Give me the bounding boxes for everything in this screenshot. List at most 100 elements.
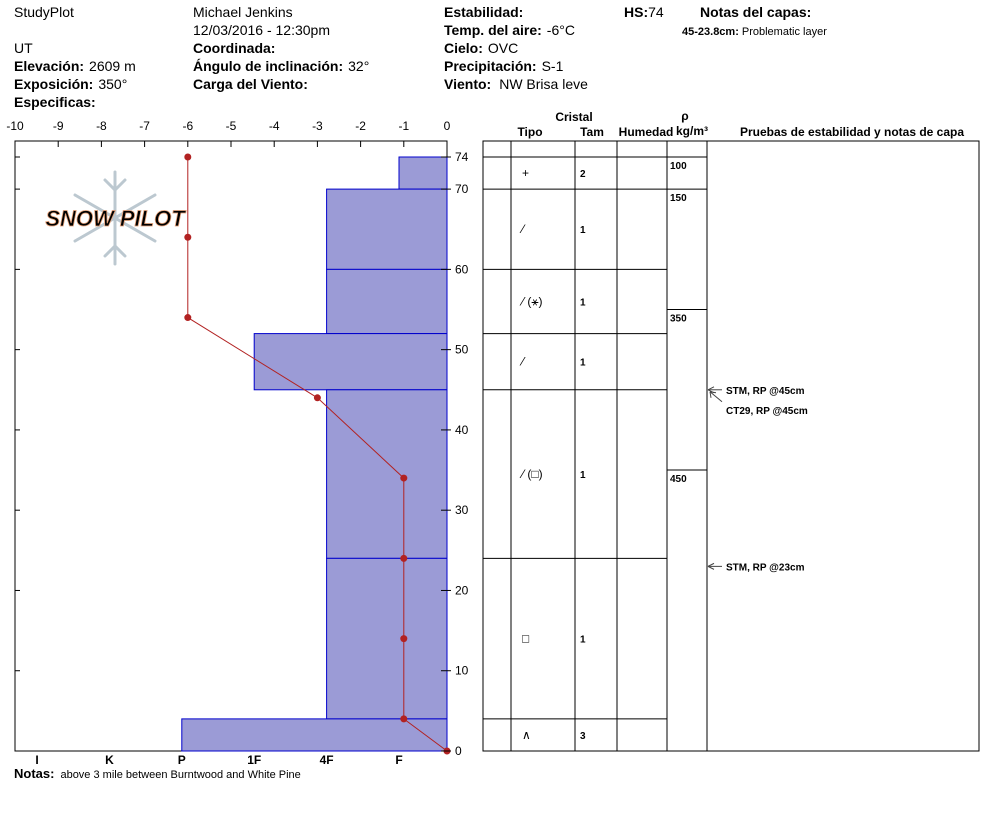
arrow-head <box>709 391 717 398</box>
col-header: Cristal <box>555 110 592 124</box>
hardness-label: F <box>395 753 402 767</box>
value: 350° <box>98 76 127 92</box>
x-tick-label: -5 <box>226 119 237 133</box>
arrow-head <box>707 562 715 570</box>
hardness-label: P <box>178 753 186 767</box>
column-lines <box>510 141 708 751</box>
grain-size: 3 <box>580 731 586 742</box>
test-label: CT29, RP @45cm <box>726 406 808 417</box>
overlay <box>184 153 451 755</box>
grain-size: 1 <box>580 470 586 481</box>
grain-type: ⁄ <box>519 222 526 236</box>
temperature-point <box>400 554 408 562</box>
x-tick-label: -7 <box>139 119 150 133</box>
hardness-bar <box>326 389 448 559</box>
temperature-point <box>400 474 408 482</box>
grain-type: □ <box>522 632 529 646</box>
label: Notas: <box>14 766 54 781</box>
coordinates: Coordinada: <box>193 40 275 56</box>
range: 45-23.8cm: <box>682 26 739 38</box>
hardness-bar <box>326 188 448 270</box>
layer-note: 45-23.8cm: Problematic layer <box>682 26 827 38</box>
grain-size: 1 <box>580 225 586 236</box>
y-tick-label: 30 <box>455 503 469 517</box>
label: Ángulo de inclinación: <box>193 58 343 74</box>
y-tick-label: 40 <box>455 423 469 437</box>
specifics: Especificas: <box>14 94 96 110</box>
air-temp: Temp. del aire: -6°C <box>444 22 575 38</box>
density-value: 350 <box>670 314 687 325</box>
text: Problematic layer <box>742 26 827 38</box>
temperature-point <box>313 394 321 402</box>
density-value: 150 <box>670 193 687 204</box>
wind: Viento: NW Brisa leve <box>444 76 588 92</box>
col-header: Pruebas de estabilidad y notas de capa <box>740 125 964 139</box>
label: Precipitación: <box>444 58 537 74</box>
grain-type: ⁄ (□) <box>519 467 543 481</box>
col-header: Tipo <box>517 125 542 139</box>
x-tick-label: -1 <box>398 119 409 133</box>
app-name: StudyPlot <box>14 4 74 20</box>
x-tick-label: -8 <box>96 119 107 133</box>
sky: Cielo: OVC <box>444 40 518 56</box>
x-tick-label: -9 <box>53 119 64 133</box>
temperature-point <box>184 233 192 241</box>
observer: Michael Jenkins <box>193 4 293 20</box>
value: NW Brisa leve <box>499 76 588 92</box>
grain-type: ⁄ (⚹) <box>519 294 543 308</box>
value: 32° <box>348 58 369 74</box>
hardness-bar <box>398 156 448 190</box>
aspect: Exposición: 350° <box>14 76 127 92</box>
col-header: kg/m³ <box>676 124 708 138</box>
y-tick-label: 50 <box>455 343 469 357</box>
grain-size: 1 <box>580 297 586 308</box>
temperature-point <box>400 635 408 643</box>
value: S-1 <box>542 58 564 74</box>
grain-type: + <box>522 166 529 180</box>
label: Elevación: <box>14 58 84 74</box>
logo-text: SNOW PILOT <box>45 206 186 231</box>
precipitation: Precipitación: S-1 <box>444 58 564 74</box>
density-value: 450 <box>670 474 687 485</box>
stability: Estabilidad: <box>444 4 523 20</box>
bars <box>181 156 448 752</box>
x-tick-label: -2 <box>355 119 366 133</box>
hardness-bar <box>326 557 448 720</box>
label: HS: <box>624 4 648 20</box>
x-tick-label: -4 <box>269 119 280 133</box>
label: Viento: <box>444 76 491 92</box>
y-tick-label: 20 <box>455 583 469 597</box>
grain-type: ∧ <box>522 728 531 742</box>
hs: HS:74 <box>624 4 664 20</box>
hardness-label: 4F <box>320 753 334 767</box>
hardness-bar <box>181 718 448 752</box>
y-tick-label: 74 <box>455 150 469 164</box>
label: Temp. del aire: <box>444 22 542 38</box>
label: Cielo: <box>444 40 483 56</box>
value: 74 <box>648 4 664 20</box>
date: 12/03/2016 - 12:30pm <box>193 22 330 38</box>
slope: Ángulo de inclinación: 32° <box>193 58 369 74</box>
x-tick-label: -6 <box>182 119 193 133</box>
y-tick-label: 10 <box>455 664 469 678</box>
hardness-bar <box>253 333 448 391</box>
state: UT <box>14 40 33 56</box>
logo <box>73 170 157 266</box>
x-tick-label: -3 <box>312 119 323 133</box>
test-arrow <box>709 391 723 403</box>
hardness-label: I <box>35 753 38 767</box>
footer-notes: Notas: above 3 mile between Burntwood and… <box>14 766 301 781</box>
col-header: Tam <box>580 125 604 139</box>
table-frame <box>482 140 980 752</box>
grain-size: 1 <box>580 635 586 646</box>
density-value: 100 <box>670 161 687 172</box>
grain-size: 1 <box>580 358 586 369</box>
elevation: Elevación: 2609 m <box>14 58 136 74</box>
y-tick-label: 70 <box>455 182 469 196</box>
test-label: STM, RP @23cm <box>726 562 805 573</box>
temperature-point <box>184 153 192 161</box>
grain-type: ⁄ <box>519 355 526 369</box>
hardness-bar <box>326 268 448 335</box>
